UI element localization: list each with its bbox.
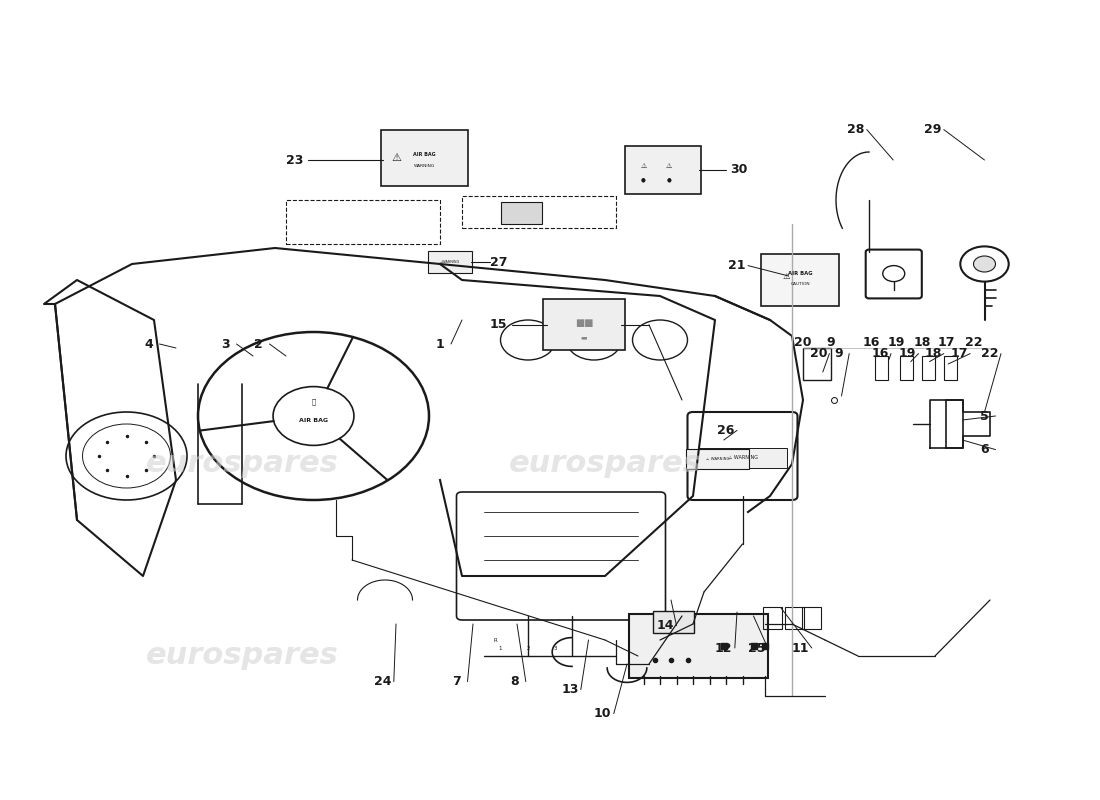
FancyBboxPatch shape <box>761 254 839 306</box>
Text: 5: 5 <box>980 410 989 422</box>
Text: ⚠ WARNING: ⚠ WARNING <box>706 457 729 461</box>
Text: 17: 17 <box>937 336 955 349</box>
Text: 12: 12 <box>715 642 733 654</box>
FancyBboxPatch shape <box>686 449 749 469</box>
Text: 21: 21 <box>728 259 746 272</box>
Text: 28: 28 <box>847 123 865 136</box>
Text: 22: 22 <box>965 336 982 349</box>
Text: 15: 15 <box>490 318 507 331</box>
FancyBboxPatch shape <box>500 202 542 224</box>
Text: 18: 18 <box>913 336 931 349</box>
Text: 20: 20 <box>794 336 812 349</box>
Text: ⚠WARNING: ⚠WARNING <box>440 261 460 264</box>
Text: 19: 19 <box>888 336 905 349</box>
Text: 9: 9 <box>834 347 843 360</box>
Text: 🐴: 🐴 <box>311 398 316 405</box>
Text: WARNING: WARNING <box>414 164 435 168</box>
Text: ▬: ▬ <box>581 334 587 341</box>
Text: eurospares: eurospares <box>145 642 339 670</box>
Text: 4: 4 <box>144 338 153 350</box>
Text: AIR BAG: AIR BAG <box>788 271 813 276</box>
Text: eurospares: eurospares <box>145 450 339 478</box>
Text: AIR BAG: AIR BAG <box>412 152 436 157</box>
Text: 8: 8 <box>510 675 519 688</box>
Text: ●: ● <box>641 178 646 182</box>
Text: 30: 30 <box>730 163 748 176</box>
FancyBboxPatch shape <box>625 146 701 194</box>
Circle shape <box>974 256 996 272</box>
FancyBboxPatch shape <box>381 130 468 186</box>
Text: R: R <box>493 638 497 642</box>
Text: 24: 24 <box>374 675 392 688</box>
Text: ⚠: ⚠ <box>390 153 402 162</box>
Text: 1: 1 <box>498 646 503 650</box>
Text: eurospares: eurospares <box>508 450 702 478</box>
Text: 13: 13 <box>561 683 579 696</box>
Text: 29: 29 <box>924 123 942 136</box>
Text: ⚠: ⚠ <box>783 271 790 281</box>
FancyBboxPatch shape <box>653 611 694 633</box>
Text: 14: 14 <box>657 619 674 632</box>
Text: 2: 2 <box>254 338 263 350</box>
Text: 25: 25 <box>748 642 766 654</box>
Text: ⚠: ⚠ <box>640 163 647 170</box>
Text: 6: 6 <box>980 443 989 456</box>
Text: 18: 18 <box>924 347 942 360</box>
Text: ⚠: ⚠ <box>666 163 672 170</box>
FancyBboxPatch shape <box>698 448 786 468</box>
Text: 2: 2 <box>526 646 530 650</box>
Text: 16: 16 <box>862 336 880 349</box>
Text: 7: 7 <box>452 675 461 688</box>
Text: ●: ● <box>667 178 671 182</box>
Text: 3: 3 <box>553 646 558 650</box>
FancyBboxPatch shape <box>543 299 625 350</box>
Text: 27: 27 <box>490 256 507 269</box>
Text: CAUTION: CAUTION <box>791 282 810 286</box>
Text: 3: 3 <box>221 338 230 350</box>
FancyBboxPatch shape <box>428 251 472 273</box>
Text: 22: 22 <box>981 347 999 360</box>
Text: 26: 26 <box>717 424 735 437</box>
Text: 10: 10 <box>594 707 612 720</box>
Text: 16: 16 <box>871 347 889 360</box>
FancyBboxPatch shape <box>629 614 768 678</box>
Text: 11: 11 <box>792 642 810 654</box>
Text: 9: 9 <box>826 336 835 349</box>
Text: ⚠ WARNING: ⚠ WARNING <box>727 455 758 460</box>
Text: 19: 19 <box>899 347 916 360</box>
Text: 1: 1 <box>436 338 444 350</box>
Text: 20: 20 <box>810 347 827 360</box>
Text: 17: 17 <box>950 347 968 360</box>
Text: AIR BAG: AIR BAG <box>299 418 328 422</box>
Text: ■■: ■■ <box>575 318 593 328</box>
Text: 23: 23 <box>286 154 304 166</box>
